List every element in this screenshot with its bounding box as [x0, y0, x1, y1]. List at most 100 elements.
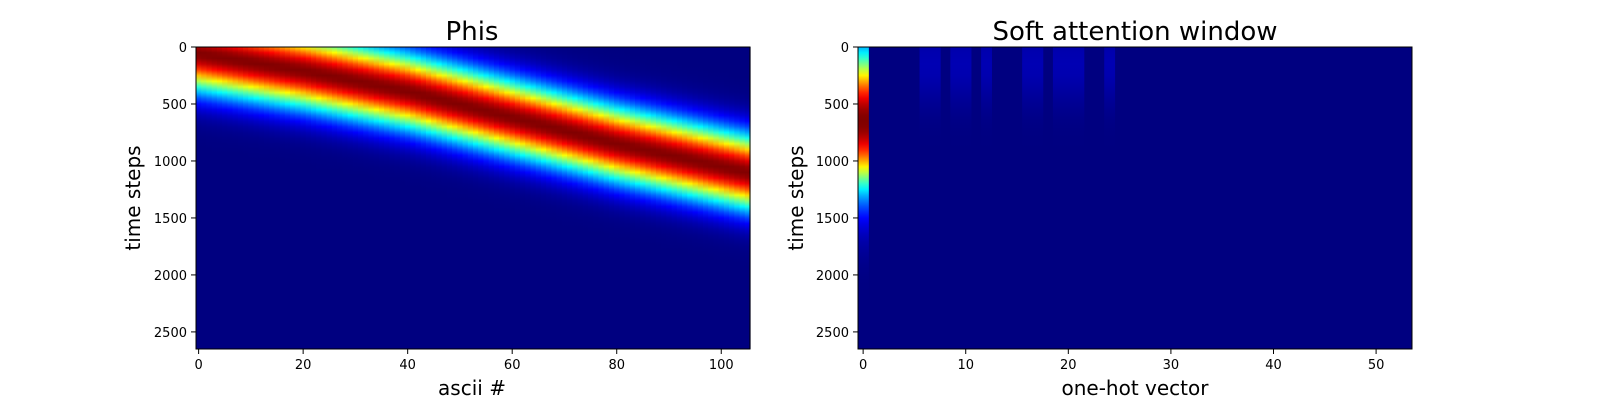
heatmap-column [514, 47, 521, 349]
heatmap-column [326, 47, 333, 349]
heatmap-column [478, 47, 485, 349]
heatmap-column [284, 47, 291, 349]
heatmap-column [572, 47, 579, 349]
heatmap-column [216, 47, 223, 349]
phis-title: Phis [446, 17, 499, 47]
heatmap-column [488, 47, 495, 349]
heatmap-column [744, 47, 751, 349]
heatmap-column [358, 47, 364, 349]
heatmap-column [1052, 47, 1064, 349]
x-tick-label: 20 [1060, 358, 1077, 373]
heatmap-column [473, 47, 479, 349]
heatmap-column [624, 47, 631, 349]
heatmap-column [1032, 47, 1044, 349]
heatmap-column [274, 47, 281, 349]
heatmap-column [603, 47, 610, 349]
heatmap-column [697, 47, 704, 349]
x-tick-label: 60 [504, 358, 521, 373]
heatmap-column [718, 47, 725, 349]
heatmap-column [582, 47, 589, 349]
heatmap-column [598, 47, 605, 349]
x-tick-label: 10 [957, 358, 974, 373]
heatmap-column [960, 47, 972, 349]
heatmap-column [321, 47, 328, 349]
heatmap-column [858, 47, 869, 349]
heatmap-column [248, 47, 255, 349]
heatmap-column [530, 47, 537, 349]
heatmap-column [373, 47, 380, 349]
heatmap-column [535, 47, 542, 349]
heatmap-column [425, 47, 432, 349]
heatmap-column [227, 47, 234, 349]
heatmap-column [368, 47, 375, 349]
x-tick-label: 0 [194, 358, 202, 373]
heatmap-column [337, 47, 343, 349]
heatmap-column [723, 47, 730, 349]
x-tick-label: 50 [1368, 358, 1385, 373]
heatmap-column [441, 47, 448, 349]
heatmap-column [305, 47, 312, 349]
x-tick-label: 30 [1163, 358, 1180, 373]
y-tick-label: 500 [162, 98, 187, 113]
heatmap-column [1022, 47, 1034, 349]
heatmap-column [290, 47, 296, 349]
heatmap-column [279, 47, 286, 349]
soft-attention-axes-frame [857, 46, 1413, 350]
x-tick-label: 40 [1265, 358, 1282, 373]
y-tick-label: 1000 [816, 155, 849, 170]
heatmap-column [650, 47, 657, 349]
heatmap-column [446, 47, 453, 349]
phis-xlabel: ascii # [438, 376, 506, 400]
soft-attention-y-ticks: 0 500 1000 1500 2000 2500 [816, 41, 858, 341]
heatmap-column [981, 47, 992, 349]
heatmap-column [734, 47, 741, 349]
heatmap-column [347, 47, 354, 349]
heatmap-column [316, 47, 323, 349]
heatmap-background [858, 47, 1412, 349]
phis-heatmap [196, 47, 751, 349]
heatmap-column [222, 47, 228, 349]
heatmap-column [206, 47, 213, 349]
y-tick-label: 0 [841, 41, 849, 56]
soft-attention-heatmap [858, 47, 1412, 349]
heatmap-column [211, 47, 218, 349]
heatmap-column [645, 47, 652, 349]
heatmap-column [587, 47, 594, 349]
heatmap-column [499, 47, 505, 349]
heatmap-column [295, 47, 302, 349]
heatmap-column [629, 47, 636, 349]
y-tick-label: 2500 [816, 326, 849, 341]
heatmap-column [619, 47, 626, 349]
heatmap-column [729, 47, 735, 349]
x-tick-label: 100 [709, 358, 734, 373]
y-tick-label: 0 [179, 41, 187, 56]
heatmap-column [331, 47, 338, 349]
heatmap-column [232, 47, 239, 349]
soft-attention-title: Soft attention window [992, 17, 1277, 47]
heatmap-column [640, 47, 647, 349]
y-tick-label: 2000 [816, 269, 849, 284]
heatmap-column [919, 47, 931, 349]
heatmap-column [739, 47, 746, 349]
x-tick-label: 0 [859, 358, 867, 373]
heatmap-column [201, 47, 208, 349]
heatmap-column [467, 47, 474, 349]
heatmap-column [389, 47, 396, 349]
heatmap-column [655, 47, 662, 349]
phis-y-ticks: 0 500 1000 1500 2000 2500 [154, 41, 196, 341]
heatmap-column [1063, 47, 1075, 349]
heatmap-column [431, 47, 438, 349]
heatmap-column [577, 47, 584, 349]
heatmap-column [950, 47, 962, 349]
heatmap-column [661, 47, 667, 349]
heatmap-column [635, 47, 641, 349]
y-tick-label: 500 [824, 98, 849, 113]
heatmap-column [671, 47, 678, 349]
heatmap-column [196, 47, 202, 349]
soft-attention-xlabel: one-hot vector [1062, 376, 1210, 400]
heatmap-column [1073, 47, 1085, 349]
heatmap-column [243, 47, 249, 349]
heatmap-column [666, 47, 673, 349]
phis-x-ticks: 0 20 40 60 80 100 [194, 349, 734, 373]
